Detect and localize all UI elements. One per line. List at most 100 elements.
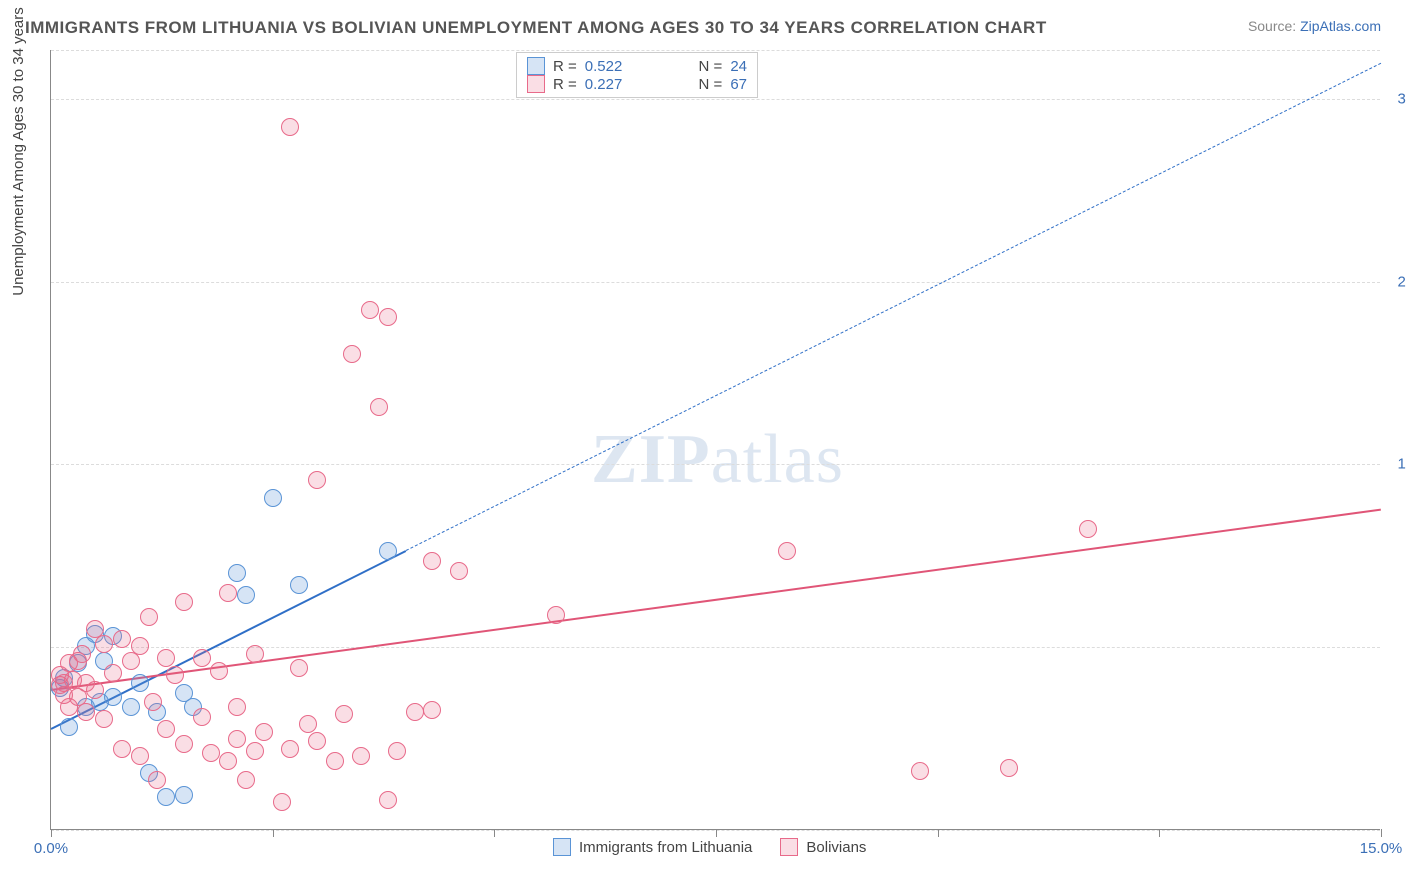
correlation-legend-row: R = 0.227 N = 67 [527,75,747,93]
scatter-point [157,788,175,806]
scatter-point [60,718,78,736]
chart-title: IMMIGRANTS FROM LITHUANIA VS BOLIVIAN UN… [25,18,1047,38]
scatter-point [299,715,317,733]
gridline-h [51,50,1380,51]
legend-r-value: 0.522 [585,58,623,75]
scatter-point [131,747,149,765]
y-tick-label: 7.5% [1385,639,1406,656]
series-legend-label: Immigrants from Lithuania [579,839,752,856]
gridline-h [51,464,1380,465]
scatter-point [228,698,246,716]
legend-n-value: 67 [730,76,747,93]
scatter-point [370,398,388,416]
scatter-point [175,735,193,753]
x-tick-mark [938,829,939,837]
correlation-legend: R =0.522N =24R =0.227N =67 [516,52,758,98]
legend-swatch [527,75,545,93]
gridline-h [51,282,1380,283]
scatter-point [308,732,326,750]
scatter-point [335,705,353,723]
scatter-point [237,586,255,604]
x-tick-mark [1159,829,1160,837]
scatter-point [193,708,211,726]
scatter-point [326,752,344,770]
scatter-point [219,752,237,770]
scatter-point [343,345,361,363]
scatter-point [113,630,131,648]
scatter-point [219,584,237,602]
x-tick-mark [51,829,52,837]
scatter-point [1079,520,1097,538]
scatter-point [281,740,299,758]
legend-swatch [553,838,571,856]
scatter-point [281,118,299,136]
scatter-point [104,664,122,682]
scatter-point [202,744,220,762]
x-tick-mark [1381,829,1382,837]
gridline-h [51,99,1380,100]
scatter-point [113,740,131,758]
series-legend: Immigrants from Lithuania Bolivians [553,838,866,856]
scatter-point [379,308,397,326]
x-tick-mark [716,829,717,837]
scatter-point [157,649,175,667]
scatter-point [237,771,255,789]
scatter-point [228,564,246,582]
scatter-point [86,681,104,699]
legend-swatch [780,838,798,856]
scatter-point [352,747,370,765]
legend-n-label: N = [699,58,723,75]
y-tick-label: 22.5% [1385,273,1406,290]
watermark-atlas: atlas [711,421,844,498]
scatter-point [308,471,326,489]
y-axis-label: Unemployment Among Ages 30 to 34 years [10,7,27,296]
scatter-point [1000,759,1018,777]
legend-r-label: R = [553,58,577,75]
source-link[interactable]: ZipAtlas.com [1300,18,1381,34]
source-attribution: Source: ZipAtlas.com [1248,18,1381,34]
scatter-point [255,723,273,741]
scatter-point [423,701,441,719]
scatter-point [547,606,565,624]
legend-n-label: N = [699,76,723,93]
scatter-point [144,693,162,711]
x-tick-label: 15.0% [1360,840,1403,857]
x-tick-label: 0.0% [34,840,68,857]
scatter-point [246,645,264,663]
legend-r-value: 0.227 [585,76,623,93]
scatter-point [166,666,184,684]
scatter-point [290,659,308,677]
scatter-point [361,301,379,319]
scatter-point [423,552,441,570]
series-legend-item: Immigrants from Lithuania [553,838,752,856]
scatter-point [140,608,158,626]
series-legend-item: Bolivians [780,838,866,856]
scatter-point [406,703,424,721]
legend-r-label: R = [553,76,577,93]
scatter-point [73,645,91,663]
scatter-point [290,576,308,594]
trend-line-dashed [405,62,1381,550]
scatter-point [450,562,468,580]
scatter-point [379,791,397,809]
scatter-point [131,674,149,692]
y-tick-label: 15.0% [1385,456,1406,473]
scatter-point [388,742,406,760]
scatter-point [210,662,228,680]
scatter-point [55,674,73,692]
correlation-legend-row: R =0.522N =24 [527,57,747,75]
scatter-point [157,720,175,738]
scatter-point [228,730,246,748]
scatter-point [175,593,193,611]
scatter-point [264,489,282,507]
scatter-point [379,542,397,560]
series-legend-label: Bolivians [806,839,866,856]
source-prefix: Source: [1248,18,1300,34]
scatter-point [175,786,193,804]
watermark-zip: ZIP [591,421,711,498]
x-tick-mark [494,829,495,837]
x-tick-mark [273,829,274,837]
scatter-point [77,703,95,721]
scatter-point [122,698,140,716]
plot-area: ZIPatlas 7.5%15.0%22.5%30.0%0.0%15.0%R =… [50,50,1380,830]
